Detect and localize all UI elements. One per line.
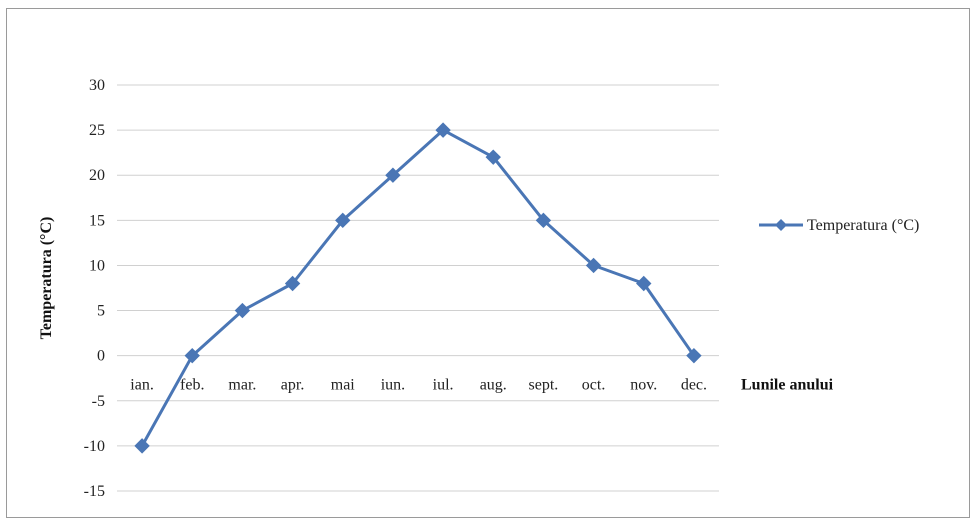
gridlines: [117, 84, 719, 492]
y-axis-title: Temperatura (°C): [38, 217, 55, 340]
y-tick-label: 5: [97, 303, 105, 320]
x-tick-label: nov.: [630, 377, 657, 394]
y-tick-label: 30: [89, 77, 105, 94]
series-markers: [134, 122, 702, 454]
chart-frame: 30 25 20 15 10 5 0 -5 -10 -15 ian. feb. mar. apr. mai…: [6, 8, 970, 518]
y-tick-label: 20: [89, 167, 105, 184]
data-point: [335, 212, 351, 229]
data-point: [234, 302, 251, 319]
data-point: [686, 347, 702, 364]
x-tick-label: apr.: [281, 377, 305, 394]
x-tick-label: iul.: [433, 377, 454, 394]
x-tick-label: iun.: [381, 377, 405, 394]
legend-marker-icon: [775, 219, 787, 231]
y-tick-label: -10: [84, 438, 105, 455]
data-point: [585, 257, 602, 274]
x-tick-label: ian.: [130, 377, 154, 394]
x-tick-label: mai: [331, 377, 356, 394]
data-point: [485, 149, 501, 165]
legend: Temperatura (°C): [759, 217, 919, 234]
data-point: [284, 275, 301, 292]
x-tick-label: oct.: [582, 377, 606, 394]
x-tick-labels: ian. feb. mar. apr. mai iun. iul. aug. sept. oct.…: [130, 377, 707, 394]
y-tick-label: 0: [97, 348, 105, 365]
y-tick-label: 10: [89, 257, 105, 274]
data-point: [636, 275, 652, 292]
y-tick-label: -15: [84, 483, 105, 500]
legend-label: Temperatura (°C): [807, 217, 919, 234]
y-tick-label: 25: [89, 122, 105, 139]
series-line: [140, 128, 696, 447]
y-tick-labels: 30 25 20 15 10 5 0 -5 -10 -15: [84, 77, 105, 500]
y-tick-label: -5: [92, 393, 105, 410]
data-point: [535, 212, 552, 229]
data-point: [134, 438, 150, 454]
x-tick-label: feb.: [180, 377, 204, 394]
data-point: [435, 122, 451, 138]
x-tick-label: mar.: [228, 377, 256, 394]
x-axis-title: Lunile anului: [741, 377, 834, 394]
line-chart: 30 25 20 15 10 5 0 -5 -10 -15 ian. feb. mar. apr. mai…: [38, 77, 919, 500]
x-tick-label: sept.: [529, 377, 559, 394]
x-tick-label: dec.: [681, 377, 707, 394]
y-tick-label: 15: [89, 212, 105, 229]
x-tick-label: aug.: [480, 377, 507, 394]
data-point: [385, 167, 401, 183]
data-point: [184, 347, 200, 364]
